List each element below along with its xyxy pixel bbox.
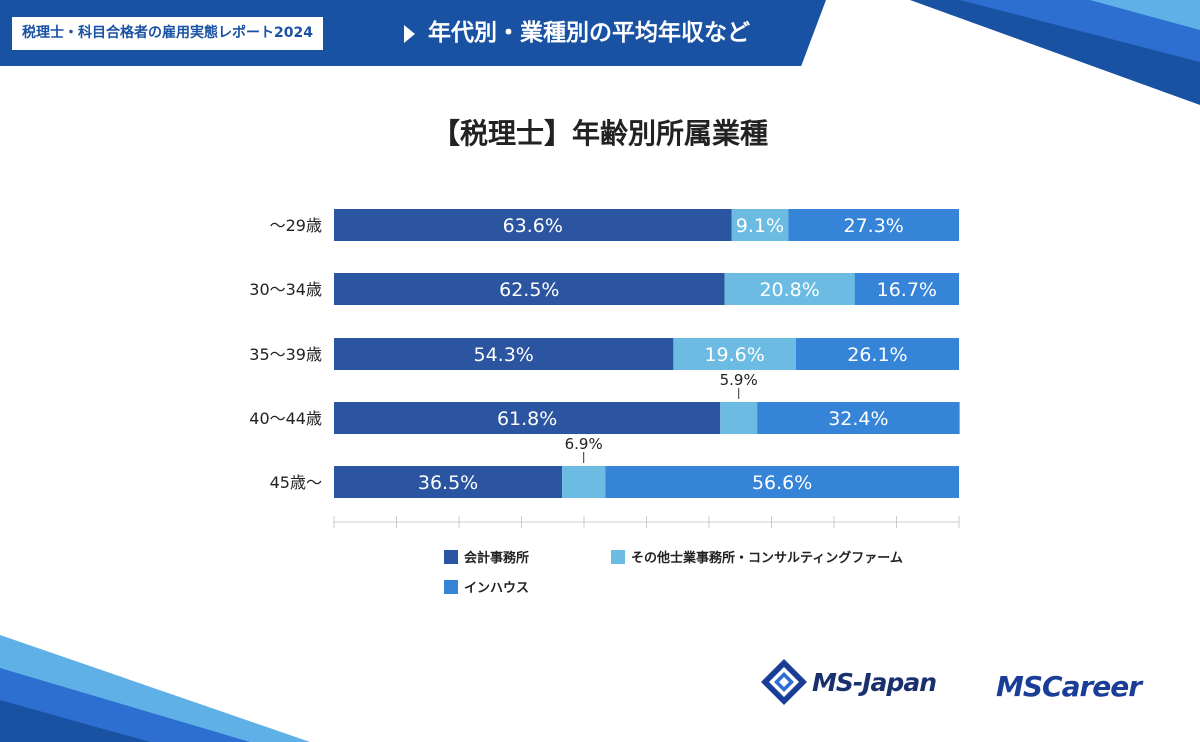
data-label: 56.6% bbox=[752, 472, 812, 494]
data-label: 9.1% bbox=[736, 215, 784, 237]
category-label: 45歳〜 bbox=[270, 473, 322, 492]
ms-japan-logo-text: MS-Japan bbox=[812, 667, 937, 697]
data-label: 62.5% bbox=[499, 279, 559, 301]
bar-segment bbox=[334, 273, 725, 305]
subtitle-arrow-icon bbox=[404, 25, 415, 43]
legend-item-other-professional-firm: その他士業事務所・コンサルティングファーム bbox=[611, 547, 903, 566]
legend-item-accounting-firm: 会計事務所 bbox=[444, 547, 529, 566]
legend-label: インハウス bbox=[464, 581, 530, 596]
bar-segment bbox=[720, 402, 758, 434]
bar-segment bbox=[562, 466, 606, 498]
category-label: 35〜39歳 bbox=[249, 345, 322, 364]
legend-label: その他士業事務所・コンサルティングファーム bbox=[631, 551, 903, 566]
data-label: 36.5% bbox=[418, 472, 478, 494]
category-label: 〜29歳 bbox=[270, 216, 322, 235]
legend-item-in-house: インハウス bbox=[444, 577, 529, 596]
category-label: 40〜44歳 bbox=[249, 409, 322, 428]
ms-japan-logo-mark-icon bbox=[761, 659, 807, 705]
bar-segment bbox=[605, 466, 959, 498]
data-label: 63.6% bbox=[503, 215, 563, 237]
data-label: 54.3% bbox=[474, 344, 534, 366]
ms-japan-logo: MS-Japan bbox=[760, 658, 937, 706]
data-label: 20.8% bbox=[759, 279, 819, 301]
data-label: 5.9% bbox=[720, 371, 758, 389]
data-label: 6.9% bbox=[565, 435, 603, 453]
bar-segment bbox=[788, 209, 959, 241]
data-label: 32.4% bbox=[828, 408, 888, 430]
data-label: 19.6% bbox=[704, 344, 764, 366]
bar-segment bbox=[724, 273, 855, 305]
legend-swatch bbox=[611, 549, 625, 564]
legend-swatch bbox=[444, 579, 458, 594]
bar-segment bbox=[757, 402, 960, 434]
data-label: 26.1% bbox=[847, 344, 907, 366]
bar-segment bbox=[334, 338, 674, 370]
report-subtitle: 税理士・科目合格者の雇用実態レポート2024 bbox=[12, 17, 323, 50]
report-title: 年代別・業種別の平均年収など bbox=[428, 20, 750, 46]
bar-segment bbox=[334, 466, 563, 498]
bar-segment bbox=[854, 273, 959, 305]
data-label: 61.8% bbox=[497, 408, 557, 430]
ms-career-logo: MSCareer bbox=[996, 670, 1142, 703]
chart-title: 【税理士】年齢別所属業種 bbox=[431, 117, 768, 150]
legend-label: 会計事務所 bbox=[464, 551, 530, 566]
bar-segment bbox=[334, 402, 721, 434]
bar-segment bbox=[334, 209, 732, 241]
bar-segment bbox=[795, 338, 959, 370]
legend-swatch bbox=[444, 549, 458, 564]
data-label: 27.3% bbox=[844, 215, 904, 237]
category-label: 30〜34歳 bbox=[249, 280, 322, 299]
data-label: 16.7% bbox=[877, 279, 937, 301]
bar-segment bbox=[673, 338, 796, 370]
bar-segment bbox=[731, 209, 789, 241]
